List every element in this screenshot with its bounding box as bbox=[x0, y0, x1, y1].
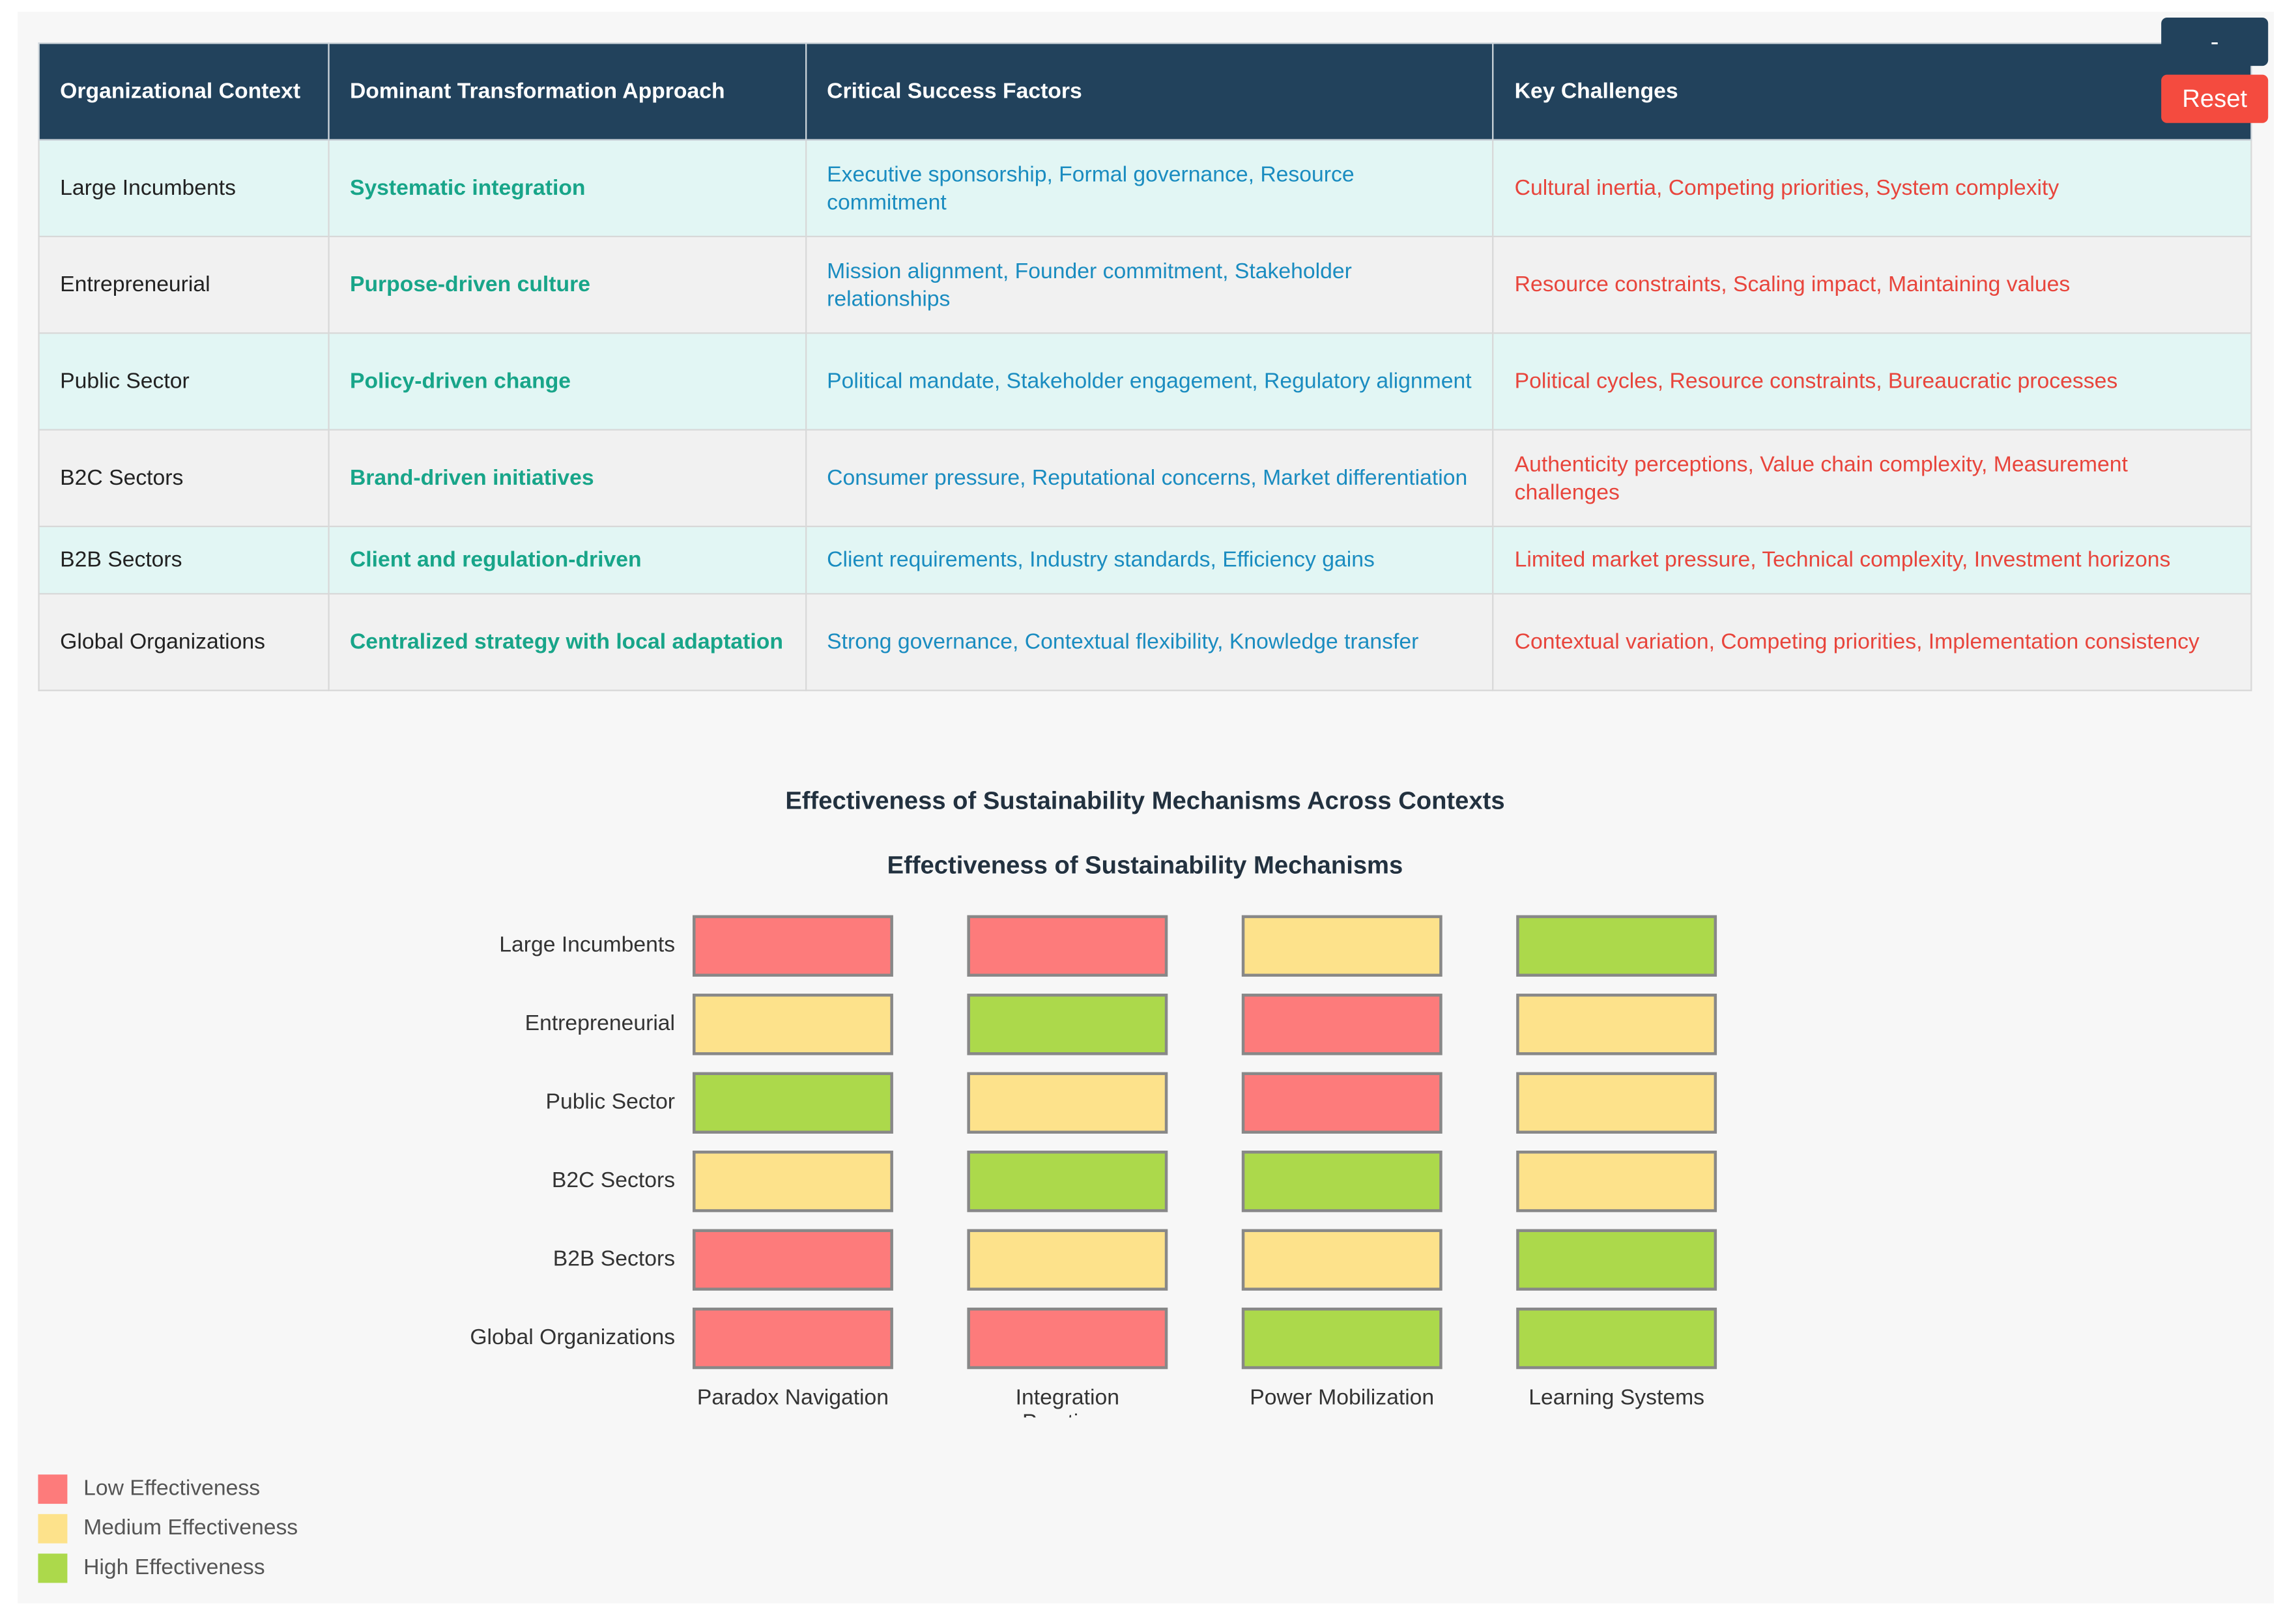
context-table: Organizational Context Dominant Transform… bbox=[38, 42, 2252, 691]
column-label: Learning Systems bbox=[1528, 1385, 1705, 1411]
collapse-button[interactable]: - bbox=[2161, 17, 2269, 66]
column-label: Power Mobilization bbox=[1250, 1385, 1435, 1411]
table-cell: Centralized strategy with local adaptati… bbox=[328, 593, 807, 691]
heatmap-cell bbox=[693, 1151, 893, 1213]
table-cell: B2C Sectors bbox=[38, 429, 330, 528]
heatmap-cell bbox=[1516, 1151, 1717, 1213]
row-label: Global Organizations bbox=[470, 1325, 675, 1349]
heatmap-cell bbox=[1516, 994, 1717, 1056]
column-label: Paradox Navigation bbox=[696, 1385, 889, 1411]
heatmap-cell bbox=[967, 1307, 1168, 1370]
table-cell: Authenticity perceptions, Value chain co… bbox=[1492, 429, 2252, 528]
legend-swatch bbox=[38, 1553, 68, 1583]
heatmap-cell bbox=[693, 1307, 893, 1370]
column-header: Organizational Context bbox=[38, 42, 330, 141]
table-cell: Systematic integration bbox=[328, 139, 807, 238]
heatmap-cell bbox=[1241, 915, 1442, 977]
heatmap-cell bbox=[1241, 1229, 1442, 1291]
legend-label: Low Effectiveness bbox=[83, 1476, 260, 1501]
row-label: Large Incumbents bbox=[499, 932, 675, 957]
heatmap-cell bbox=[967, 994, 1168, 1056]
heatmap-cell bbox=[693, 994, 893, 1056]
legend-label: Medium Effectiveness bbox=[83, 1515, 298, 1540]
table-row: Public Sector Policy-driven change Politic… bbox=[38, 332, 2252, 431]
table-cell: Contextual variation, Competing prioriti… bbox=[1492, 593, 2252, 691]
table-cell: Limited market pressure, Technical compl… bbox=[1492, 525, 2252, 595]
table-cell: Public Sector bbox=[38, 332, 330, 431]
column-header: Dominant Transformation Approach bbox=[328, 42, 807, 141]
heatmap-cell bbox=[693, 1229, 893, 1291]
table-cell: Client requirements, Industry standards,… bbox=[805, 525, 1495, 595]
legend-label: High Effectiveness bbox=[83, 1555, 265, 1579]
table-cell: Policy-driven change bbox=[328, 332, 807, 431]
table-cell: Political cycles, Resource constraints, … bbox=[1492, 332, 2252, 431]
row-label: B2C Sectors bbox=[552, 1168, 675, 1192]
row-label: Entrepreneurial bbox=[525, 1011, 675, 1035]
table-cell: Purpose-driven culture bbox=[328, 235, 807, 334]
chart-subtitle: Effectiveness of Sustainability Mechanis… bbox=[887, 852, 1403, 880]
legend-swatch bbox=[38, 1514, 68, 1544]
heatmap-cell bbox=[1516, 1072, 1717, 1134]
table-cell: Cultural inertia, Competing priorities, … bbox=[1492, 139, 2252, 238]
heatmap-cell bbox=[1241, 994, 1442, 1056]
table-cell: Global Organizations bbox=[38, 593, 330, 691]
table-cell: Executive sponsorship, Formal governance… bbox=[805, 139, 1495, 238]
chart-title: Effectiveness of Sustainability Mechanis… bbox=[785, 787, 1504, 815]
column-label: Integration Practices bbox=[1015, 1385, 1119, 1417]
heatmap-cell bbox=[967, 1229, 1168, 1291]
table-row: B2C Sectors Brand-driven initiatives Consu… bbox=[38, 429, 2252, 528]
table-cell: Entrepreneurial bbox=[38, 235, 330, 334]
table-cell: Resource constraints, Scaling impact, Ma… bbox=[1492, 235, 2252, 334]
table-row: Entrepreneurial Purpose-driven culture Mis… bbox=[38, 235, 2252, 334]
heatmap-cell bbox=[967, 1072, 1168, 1134]
heatmap-cell bbox=[1516, 915, 1717, 977]
column-header: Critical Success Factors bbox=[805, 42, 1495, 141]
reset-button[interactable]: Reset bbox=[2161, 74, 2269, 123]
table-cell: Large Incumbents bbox=[38, 139, 330, 238]
heatmap-cell bbox=[1516, 1307, 1717, 1370]
table-cell: Client and regulation-driven bbox=[328, 525, 807, 595]
heatmap-cell bbox=[967, 915, 1168, 977]
row-label: Public Sector bbox=[545, 1089, 675, 1114]
row-label: B2B Sectors bbox=[553, 1246, 675, 1271]
table-cell: Political mandate, Stakeholder engagemen… bbox=[805, 332, 1495, 431]
heatmap-cell bbox=[967, 1151, 1168, 1213]
table-cell: B2B Sectors bbox=[38, 525, 330, 595]
heatmap-cell bbox=[693, 915, 893, 977]
heatmap-cell bbox=[1516, 1229, 1717, 1291]
table-cell: Mission alignment, Founder commitment, S… bbox=[805, 235, 1495, 334]
table-row: B2B Sectors Client and regulation-driven C… bbox=[38, 525, 2252, 595]
heatmap-cell bbox=[1241, 1307, 1442, 1370]
column-header: Key Challenges bbox=[1492, 42, 2252, 141]
table-cell: Consumer pressure, Reputational concerns… bbox=[805, 429, 1495, 528]
table-row: Global Organizations Centralized strategy… bbox=[38, 593, 2252, 691]
heatmap-cell bbox=[1241, 1151, 1442, 1213]
heatmap-cell bbox=[693, 1072, 893, 1134]
table-cell: Strong governance, Contextual flexibilit… bbox=[805, 593, 1495, 691]
heatmap-cell bbox=[1241, 1072, 1442, 1134]
table-row: Large Incumbents Systematic integration Ex… bbox=[38, 139, 2252, 238]
table-cell: Brand-driven initiatives bbox=[328, 429, 807, 528]
legend-swatch bbox=[38, 1474, 68, 1504]
